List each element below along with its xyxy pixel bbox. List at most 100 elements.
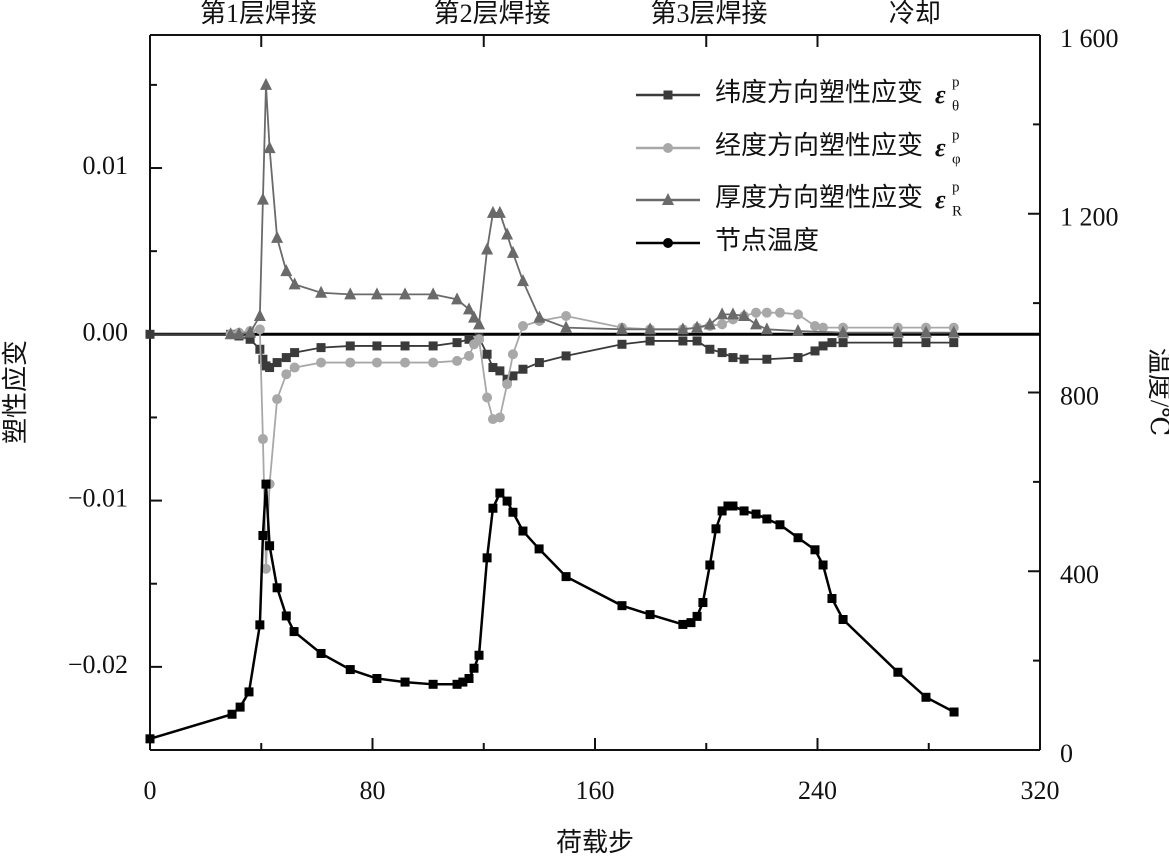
legend-label: 纬度方向塑性应变 <box>715 78 923 107</box>
marker <box>488 503 498 513</box>
marker <box>893 338 903 348</box>
legend-symbol: ε <box>935 133 946 162</box>
marker <box>561 572 571 582</box>
marker <box>738 309 751 322</box>
marker <box>750 317 763 330</box>
marker <box>260 563 271 574</box>
marker <box>428 679 438 689</box>
marker <box>518 364 528 374</box>
marker <box>468 310 481 323</box>
marker <box>458 677 468 687</box>
marker <box>257 434 268 445</box>
marker <box>263 141 276 154</box>
marker <box>289 627 299 637</box>
marker <box>506 245 519 258</box>
marker <box>428 357 439 368</box>
marker <box>739 354 749 364</box>
marker <box>561 351 571 361</box>
y-tick-label: 0.01 <box>83 151 129 180</box>
marker <box>762 354 772 364</box>
marker <box>838 338 848 348</box>
legend-symbol-sub: φ <box>952 151 961 167</box>
marker <box>818 322 829 333</box>
x-tick-label: 80 <box>360 776 386 805</box>
marker <box>452 679 462 689</box>
phase-label: 第1层焊接 <box>200 0 317 28</box>
legend-symbol: ε <box>935 185 946 214</box>
marker <box>289 362 300 373</box>
marker <box>316 343 326 353</box>
marker <box>399 287 412 300</box>
marker <box>259 77 272 90</box>
marker <box>617 601 627 611</box>
marker <box>428 341 438 351</box>
marker <box>810 346 820 356</box>
marker <box>253 309 266 322</box>
marker <box>233 327 245 340</box>
marker <box>427 287 440 300</box>
marker <box>891 325 904 338</box>
phase-label: 第3层焊接 <box>651 0 768 28</box>
marker <box>837 325 850 338</box>
marker <box>281 369 292 380</box>
series-line <box>149 484 955 741</box>
marker <box>281 611 291 621</box>
marker <box>663 143 673 153</box>
marker <box>949 338 959 348</box>
legend-label: 经度方向塑性应变 <box>715 131 923 160</box>
marker <box>774 307 785 318</box>
marker <box>493 205 506 218</box>
marker <box>256 192 269 205</box>
marker <box>663 90 673 100</box>
marker <box>258 354 268 364</box>
marker <box>281 353 291 363</box>
x-tick-label: 0 <box>144 776 157 805</box>
legend-symbol-sup: p <box>952 179 960 195</box>
marker <box>692 336 702 346</box>
x-tick-label: 240 <box>798 776 837 805</box>
marker <box>793 353 803 363</box>
legend-symbol-sub: R <box>952 203 962 219</box>
marker <box>533 310 546 323</box>
marker <box>272 583 282 593</box>
marker <box>145 734 155 744</box>
marker <box>728 501 738 511</box>
legend-symbol-sup: p <box>952 127 960 143</box>
marker <box>372 341 382 351</box>
marker <box>473 317 486 330</box>
x-tick-label: 320 <box>1021 776 1060 805</box>
marker <box>810 545 820 555</box>
marker <box>703 317 716 330</box>
marker <box>316 357 327 368</box>
marker <box>838 615 848 625</box>
marker <box>235 702 245 712</box>
marker <box>711 524 721 534</box>
y-tick-label: −0.02 <box>68 650 128 679</box>
marker <box>345 665 355 675</box>
y2-axis-label: 温度/℃ <box>1145 348 1169 436</box>
marker <box>372 674 382 683</box>
marker <box>793 309 804 320</box>
marker <box>400 341 410 351</box>
marker <box>261 479 271 489</box>
marker <box>227 709 237 719</box>
marker <box>224 327 237 340</box>
legend-symbol: ε <box>935 80 946 109</box>
marker <box>482 349 492 359</box>
marker <box>474 650 484 660</box>
marker <box>516 274 529 287</box>
marker <box>481 242 494 255</box>
marker <box>255 620 265 630</box>
marker <box>280 264 293 277</box>
marker <box>254 324 265 335</box>
marker <box>818 341 828 351</box>
y2-tick-label: 1 600 <box>1060 24 1119 53</box>
marker <box>370 287 383 300</box>
marker <box>482 553 492 563</box>
marker <box>716 307 729 320</box>
marker <box>315 285 328 298</box>
marker <box>145 329 155 339</box>
legend-label: 节点温度 <box>715 226 819 255</box>
marker <box>534 544 544 554</box>
